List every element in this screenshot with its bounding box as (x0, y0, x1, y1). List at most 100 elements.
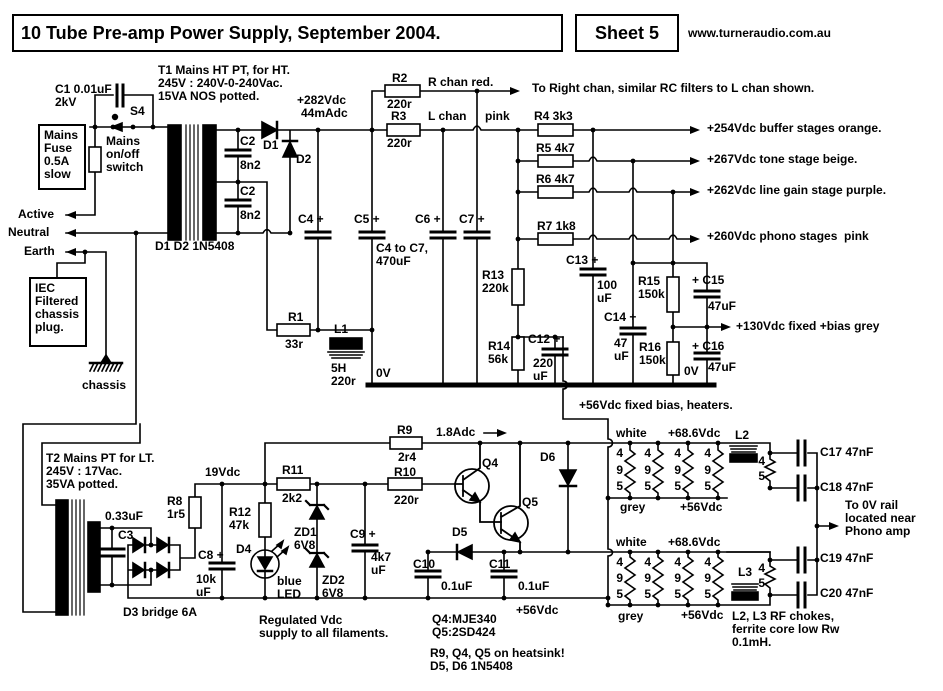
label-r16: R16 150k (639, 340, 666, 367)
label-r1: R1 (288, 310, 304, 324)
heater-pin: 4 (616, 446, 623, 460)
bridge-d3 (132, 536, 171, 579)
label-to-0v-rail: To 0V rail located near Phono amp (845, 498, 916, 538)
label-r5: R5 4k7 (536, 141, 575, 155)
label-d5: D5 (452, 525, 468, 539)
label-chassis: chassis (82, 378, 127, 392)
label-r-chan: R chan red. (428, 75, 494, 89)
label-c14: C14 + (604, 310, 637, 324)
label-c5: C5 + (354, 212, 380, 226)
label-c20: C20 47nF (820, 586, 874, 600)
label-c10-value: 0.1uF (441, 579, 473, 593)
diode-d6 (558, 469, 578, 488)
heater-pin: 5 (616, 479, 623, 493)
label-r10: R10 (394, 465, 417, 479)
label-r9: R9 (397, 423, 413, 437)
sheet-box: Sheet 5 (575, 14, 679, 52)
label-c7: C7 + (459, 212, 485, 226)
transformer-t2 (55, 499, 101, 616)
label-282vdc: +282Vdc (297, 93, 347, 107)
label-l3: L3 (738, 565, 753, 579)
resistors (188, 84, 680, 538)
q5-emitter-arrow (508, 531, 522, 544)
label-c13: C13 + (566, 253, 599, 267)
label-mains-switch: Mains on/off switch (106, 134, 144, 174)
label-zd2: ZD2 6V8 (322, 573, 345, 600)
zener-zd1 (304, 499, 330, 520)
label-c8-value: 10k uF (196, 572, 217, 599)
transformer-t1 (167, 124, 217, 241)
choke-l2 (729, 445, 758, 463)
label-r9-value: 2r4 (398, 450, 417, 464)
label-c4: C4 + (298, 212, 324, 226)
label-l1: L1 (334, 322, 349, 336)
heater-pin: 4 (674, 555, 681, 569)
label-out-267: +267Vdc tone stage beige. (707, 152, 858, 166)
label-pink-wire: pink (485, 109, 510, 123)
label-iec: IEC Filtered chassis plug. (35, 281, 80, 334)
label-r4: R4 3k3 (534, 109, 573, 123)
label-regulated: Regulated Vdc supply to all filaments. (259, 613, 389, 640)
label-r15: R15 150k (638, 274, 665, 301)
label-c19: C19 47nF (820, 551, 874, 565)
label-s4: S4 (130, 104, 145, 118)
heater-pin: 4 (616, 555, 623, 569)
label-c16-value: 47uF (708, 360, 737, 374)
junction-dots (82, 88, 820, 608)
label-grey-2: grey (618, 609, 644, 623)
label-d1d2-type: D1 D2 1N5408 (155, 239, 235, 253)
label-l2: L2 (735, 428, 750, 442)
label-q4: Q4 (482, 456, 499, 470)
label-r12: R12 47k (229, 505, 252, 532)
label-led: blue LED (277, 574, 302, 601)
label-r3-value: 220r (387, 136, 412, 150)
label-686vdc-1: +68.6Vdc (668, 426, 721, 440)
led-d4 (250, 539, 290, 579)
label-white-2: white (616, 535, 647, 549)
label-c15-value: 47uF (708, 299, 737, 313)
label-c12: C12 + (528, 332, 561, 346)
diode-d1 (261, 120, 279, 140)
label-c4-c7-value: C4 to C7, 470uF (376, 241, 429, 268)
chassis-symbol (88, 353, 124, 373)
heater-pin: 9 (644, 571, 651, 585)
label-c17: C17 47nF (820, 445, 874, 459)
label-r11: R11 (282, 463, 304, 477)
label-c8: C8 + (198, 548, 224, 562)
heater-pin: 4 (644, 446, 651, 460)
label-c11-value: 0.1uF (518, 579, 550, 593)
heater-wiring (607, 442, 834, 606)
label-0v-left: 0V (376, 366, 391, 380)
heater-pin: 5 (644, 587, 651, 601)
label-56vdc-2: +56Vdc (681, 608, 724, 622)
label-c14-value: 47 uF (614, 336, 629, 363)
heater-pin: 5 (758, 576, 765, 590)
heater-pin: 4 (758, 454, 765, 468)
heater-pin: 9 (616, 463, 623, 477)
label-56vdc: +56Vdc (516, 603, 559, 617)
sheet-number: Sheet 5 (594, 22, 660, 43)
page-title: 10 Tube Pre-amp Power Supply, September … (21, 23, 441, 43)
heater-pin: 5 (704, 587, 711, 601)
label-bias-56: +56Vdc fixed bias, heaters. (579, 398, 733, 412)
heater-pin: 9 (674, 571, 681, 585)
label-active: Active (18, 207, 55, 221)
label-out-254: +254Vdc buffer stages orange. (707, 121, 882, 135)
fuse-box: Mains Fuse 0.5A slow (38, 124, 86, 190)
heater-pin: 9 (616, 571, 623, 585)
heater-pin: 4 (704, 446, 711, 460)
arrowheads (66, 87, 839, 530)
label-neutral: Neutral (8, 225, 50, 239)
choke-l1 (327, 337, 365, 359)
heater-pin: 5 (674, 479, 681, 493)
label-56vdc-1: +56Vdc (680, 500, 723, 514)
label-r14: R14 56k (488, 339, 511, 366)
label-r11-value: 2k2 (282, 491, 303, 505)
label-c2a: C2 (240, 134, 256, 148)
website-link[interactable]: www.turneraudio.com.au (688, 26, 831, 40)
label-r10-value: 220r (394, 493, 419, 507)
label-t2: T2 Mains PT for LT. 245V : 17Vac. 35VA p… (46, 451, 155, 491)
label-c9-value: 4k7 uF (371, 550, 392, 577)
heater-pin: 5 (674, 587, 681, 601)
